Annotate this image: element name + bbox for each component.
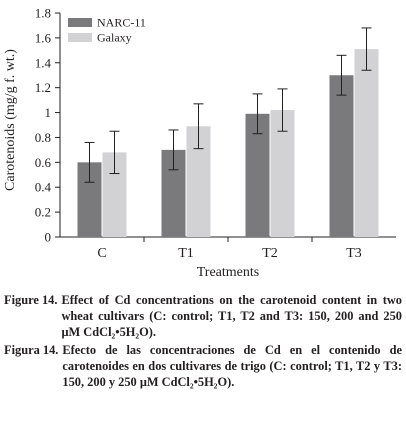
error-bars: [84, 27, 372, 183]
x-tick-label: T3: [346, 246, 362, 261]
bars: [77, 49, 379, 237]
y-tick-label: 1: [45, 105, 52, 120]
y-tick-label: 0.6: [35, 155, 52, 170]
caption-spanish-label: Figura 14.: [4, 342, 59, 357]
y-tick-label: 0.4: [35, 180, 52, 195]
x-axis-title: Treatments: [197, 265, 259, 280]
x-tick-label: T2: [262, 246, 278, 261]
y-tick-label: 1.4: [35, 55, 52, 70]
legend-swatch: [68, 18, 92, 27]
figure-captions: Figure 14. Effect of Cd concentrations o…: [4, 292, 402, 390]
legend-swatch: [68, 33, 92, 42]
bar: [354, 49, 379, 237]
caption-english: Figure 14. Effect of Cd concentrations o…: [4, 292, 402, 341]
bar: [329, 75, 354, 237]
x-axis: C T1 T2 T3: [60, 236, 396, 261]
carotenoid-bar-chart: 0 0.2 0.4 0.6 0.8 1 1.2 1.4 1.6 1.8 C T1 T2 T3 NARC-…: [3, 6, 396, 280]
y-tick-label: 0.8: [35, 130, 51, 145]
x-tick-label: C: [97, 246, 106, 261]
y-tick-label: 0: [45, 230, 52, 245]
y-axis-title: Carotenoids (mg/g f. wt.): [3, 49, 18, 191]
y-tick-label: 1.2: [35, 80, 51, 95]
caption-spanish: Figura 14. Efecto de las concentraciones…: [4, 342, 402, 391]
x-tick-label: T1: [178, 246, 194, 261]
caption-spanish-text: Efecto de las concentraciones de Cd en e…: [62, 342, 402, 390]
y-tick-label: 0.2: [35, 205, 51, 220]
legend-label: NARC-11: [97, 16, 146, 30]
caption-english-label: Figure 14.: [4, 293, 58, 307]
y-tick-label: 1.8: [35, 6, 51, 21]
bar: [245, 113, 270, 237]
legend-label: Galaxy: [97, 31, 132, 45]
y-axis: 0 0.2 0.4 0.6 0.8 1 1.2 1.4 1.6 1.8: [35, 6, 61, 245]
y-tick-label: 1.6: [35, 30, 52, 45]
caption-english-text: Effect of Cd concentrations on the carot…: [61, 293, 402, 340]
